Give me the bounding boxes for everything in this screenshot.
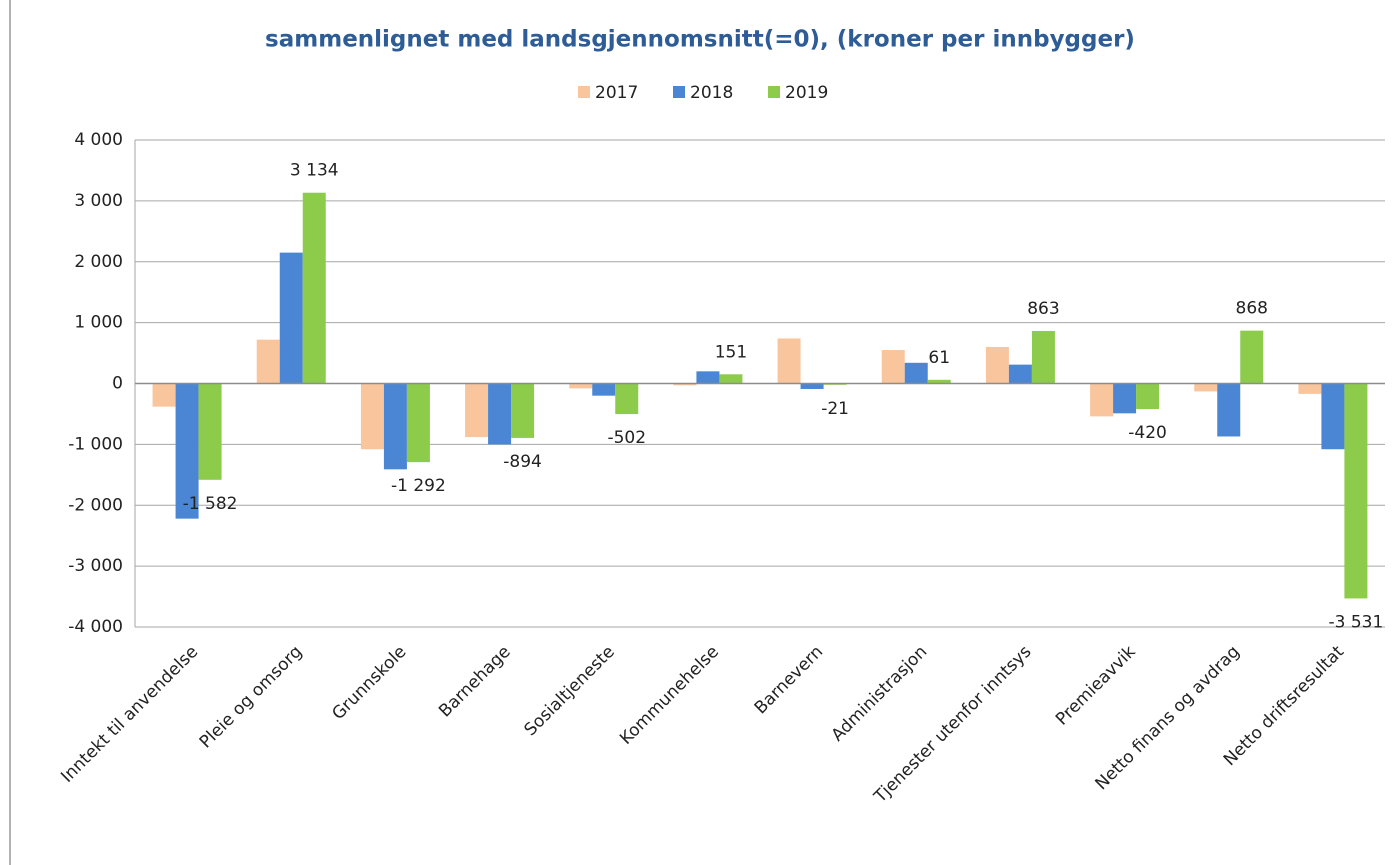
- bar: [673, 383, 697, 386]
- x-tick-label: Administrasjon: [828, 642, 932, 746]
- y-tick-label: 3 000: [74, 191, 123, 211]
- data-label: -21: [821, 399, 849, 419]
- y-tick-label: 2 000: [74, 252, 123, 272]
- bar: [175, 383, 199, 519]
- bar: [1298, 383, 1322, 394]
- bar: [696, 371, 720, 384]
- bar: [569, 383, 593, 389]
- x-tick-label: Premieavvik: [1052, 642, 1140, 730]
- x-tick-label: Grunnskole: [328, 642, 410, 724]
- y-tick-label: -2 000: [68, 495, 123, 515]
- x-tick-label: Kommunehelse: [616, 642, 723, 749]
- x-tick-label: Inntekt til anvendelse: [57, 642, 202, 787]
- data-label: -502: [607, 428, 646, 448]
- bar: [881, 350, 905, 384]
- data-label: -3 531: [1329, 612, 1384, 632]
- bar: [465, 383, 489, 438]
- bar: [1344, 383, 1368, 599]
- bar: [198, 383, 222, 480]
- data-label: -420: [1128, 423, 1167, 443]
- y-tick-label: 0: [112, 374, 123, 394]
- bar: [1240, 330, 1264, 384]
- legend-label: 2017: [595, 83, 638, 103]
- legend-label: 2019: [785, 83, 828, 103]
- bar: [615, 383, 639, 415]
- bar: [1321, 383, 1345, 450]
- data-label: 151: [715, 342, 747, 362]
- data-label: 61: [928, 348, 950, 368]
- bar: [302, 192, 326, 384]
- bar: [1090, 383, 1114, 417]
- bar: [1136, 383, 1160, 410]
- y-tick-label: -4 000: [68, 617, 123, 637]
- bar: [360, 383, 384, 450]
- bar: [777, 338, 801, 384]
- legend-swatch: [768, 86, 780, 98]
- y-tick-label: -3 000: [68, 556, 123, 576]
- chart-title: sammenlignet med landsgjennomsnitt(=0), …: [265, 27, 1135, 53]
- bar: [592, 383, 616, 396]
- bar: [256, 339, 280, 384]
- x-tick-label: Pleie og omsorg: [196, 642, 307, 753]
- bar: [904, 362, 928, 384]
- bar: [1217, 383, 1241, 437]
- bar: [383, 383, 407, 470]
- legend-swatch: [673, 86, 685, 98]
- bar: [488, 383, 512, 445]
- x-tick-label: Barnevern: [751, 642, 827, 718]
- bar: [800, 383, 824, 389]
- data-label: 3 134: [290, 161, 339, 181]
- bar: [1031, 330, 1055, 384]
- bar: [1008, 364, 1032, 384]
- y-tick-label: 4 000: [74, 130, 123, 150]
- x-tick-label: Sosialtjeneste: [521, 642, 619, 740]
- bar: [511, 383, 535, 438]
- data-label: -894: [503, 452, 542, 472]
- x-tick-label: Barnehage: [435, 642, 515, 722]
- x-tick-label: Netto driftsresultat: [1220, 642, 1348, 770]
- bar: [927, 379, 951, 384]
- legend-label: 2018: [690, 83, 733, 103]
- bar: [1113, 383, 1137, 414]
- data-label: 863: [1027, 299, 1059, 319]
- y-tick-label: -1 000: [68, 434, 123, 454]
- bar: [152, 383, 176, 407]
- data-label: -1 582: [183, 494, 238, 514]
- bar: [985, 346, 1009, 384]
- bar: [719, 374, 743, 384]
- legend-swatch: [578, 86, 590, 98]
- data-label: 868: [1236, 299, 1268, 319]
- bar: [279, 252, 303, 384]
- data-label: -1 292: [391, 476, 446, 496]
- y-tick-label: 1 000: [74, 313, 123, 333]
- bar: [406, 383, 430, 463]
- bar: [1194, 383, 1218, 392]
